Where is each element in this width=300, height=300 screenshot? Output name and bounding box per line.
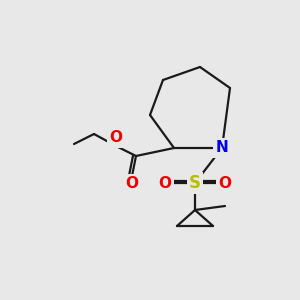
- Text: O: O: [110, 130, 122, 146]
- Text: S: S: [189, 174, 201, 192]
- Text: O: O: [158, 176, 172, 190]
- Text: N: N: [216, 140, 228, 155]
- Text: O: O: [218, 176, 232, 190]
- Text: O: O: [125, 176, 139, 191]
